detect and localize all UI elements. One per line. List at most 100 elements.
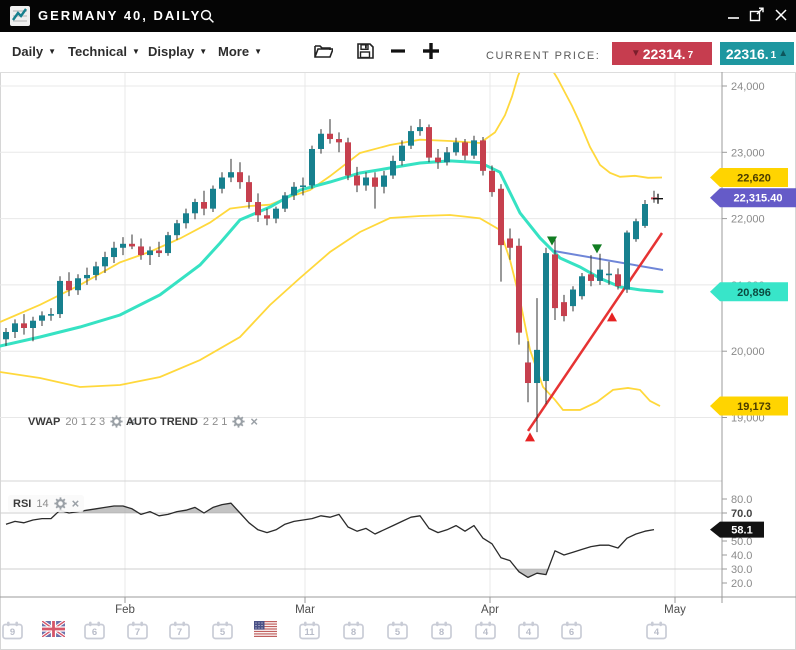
menu-display[interactable]: Display ▼: [148, 44, 207, 59]
close-button[interactable]: [774, 8, 788, 22]
calendar-event-icon[interactable]: 5: [387, 621, 408, 645]
vwap-name: VWAP: [28, 415, 61, 428]
candle: [354, 175, 360, 186]
rsi-tick-label: 70.0: [731, 508, 752, 520]
current-price-label: CURRENT PRICE:: [486, 50, 601, 62]
calendar-event-icon[interactable]: 9: [2, 621, 23, 645]
chevron-down-icon: ▼: [132, 47, 140, 56]
price-tag: [710, 396, 788, 416]
candle: [462, 142, 468, 156]
rsi-value-tag: [710, 521, 764, 538]
gear-icon[interactable]: [53, 497, 67, 510]
ask-price-badge: 22316. 1 ▲: [720, 42, 794, 65]
calendar-event-icon[interactable]: 6: [561, 621, 582, 645]
candle: [129, 243, 135, 247]
candle: [453, 142, 459, 153]
candle: [633, 221, 639, 240]
calendar-event-icon[interactable]: 4: [646, 621, 667, 645]
candle: [417, 127, 423, 132]
candle: [480, 140, 486, 171]
svg-text:6: 6: [569, 627, 574, 638]
candle: [39, 315, 45, 321]
calendar-event-icon[interactable]: 8: [431, 621, 452, 645]
candle: [138, 246, 144, 256]
close-icon[interactable]: ×: [250, 413, 258, 429]
price-chart[interactable]: 24,00023,00022,00021,00020,00019,00080.0…: [0, 72, 796, 650]
calendar-event-icon[interactable]: 7: [169, 621, 190, 645]
uk-flag-icon[interactable]: [41, 619, 66, 642]
candle: [408, 131, 414, 146]
ask-price-value: 22316.: [725, 45, 769, 62]
candle: [525, 362, 531, 384]
candle: [444, 152, 450, 163]
search-icon[interactable]: [200, 9, 215, 24]
candle: [219, 177, 225, 189]
sell-signal-marker: [592, 244, 602, 254]
zoom-out-icon[interactable]: [390, 45, 406, 57]
candle: [516, 245, 522, 333]
zoom-in-icon[interactable]: [422, 40, 440, 62]
gear-icon[interactable]: [110, 415, 123, 428]
auto-trend-indicator-label: AUTO TREND 2 2 1 ×: [126, 415, 258, 428]
popout-button[interactable]: [749, 7, 765, 22]
svg-text:9: 9: [10, 627, 15, 638]
svg-text:4: 4: [526, 627, 532, 638]
sell-signal-marker: [547, 236, 557, 246]
calendar-event-icon[interactable]: 8: [343, 621, 364, 645]
app-logo-icon: [10, 6, 30, 26]
toolbar: Daily ▼ Technical ▼ Display ▼ More ▼ CURRENT…: [0, 32, 796, 72]
rsi-shaded-area: [204, 503, 240, 513]
candle: [534, 349, 540, 384]
rsi-name: RSI: [13, 497, 32, 510]
calendar-event-icon[interactable]: 6: [84, 621, 105, 645]
menu-timeframe[interactable]: Daily ▼: [12, 44, 56, 59]
calendar-event-icon[interactable]: 5: [212, 621, 233, 645]
price-tick-label: 24,000: [731, 81, 765, 93]
candle: [48, 314, 54, 316]
price-tag: [710, 167, 788, 187]
chevron-down-icon: ▼: [48, 47, 56, 56]
price-tag-text: 20,896: [737, 287, 771, 299]
save-icon[interactable]: [356, 42, 374, 60]
candle: [75, 278, 81, 291]
month-label: Mar: [295, 604, 315, 616]
candle: [336, 139, 342, 143]
candle: [300, 185, 306, 188]
calendar-event-icon[interactable]: 4: [518, 621, 539, 645]
candle: [210, 188, 216, 209]
candle: [3, 331, 9, 340]
minimize-button[interactable]: [727, 8, 740, 21]
window-title: GERMANY 40, DAILY: [38, 8, 202, 23]
candle: [552, 254, 558, 309]
candle: [273, 208, 279, 219]
rsi-tick-label: 50.0: [731, 536, 752, 548]
candle: [588, 274, 594, 281]
calendar-event-icon[interactable]: 7: [127, 621, 148, 645]
close-icon[interactable]: ×: [128, 413, 136, 429]
candle: [282, 195, 288, 209]
candle: [624, 232, 630, 290]
price-tick-label: 23,000: [731, 147, 765, 159]
candle: [291, 186, 297, 196]
menu-more[interactable]: More ▼: [218, 44, 262, 59]
close-icon[interactable]: ×: [71, 495, 80, 511]
bid-price-badge: ▼ 22314. 7: [612, 42, 712, 65]
month-label: Apr: [481, 604, 499, 616]
us-flag-icon[interactable]: [254, 621, 277, 642]
candlestick-series: [3, 119, 657, 433]
candle: [606, 273, 612, 276]
open-folder-icon[interactable]: [313, 42, 333, 60]
menu-technical[interactable]: Technical ▼: [68, 44, 140, 59]
candle: [228, 172, 234, 178]
candle: [66, 280, 72, 291]
gear-icon[interactable]: [232, 415, 245, 428]
candle: [489, 170, 495, 193]
calendar-event-icon[interactable]: 4: [475, 621, 496, 645]
bid-price-fraction: 7: [687, 50, 694, 61]
menu-technical-label: Technical: [68, 44, 128, 59]
month-label: Feb: [115, 604, 135, 616]
rsi-tick-label: 30.0: [731, 564, 752, 576]
calendar-event-icon[interactable]: 11: [299, 621, 320, 645]
candle: [435, 157, 441, 163]
candle: [156, 250, 162, 254]
